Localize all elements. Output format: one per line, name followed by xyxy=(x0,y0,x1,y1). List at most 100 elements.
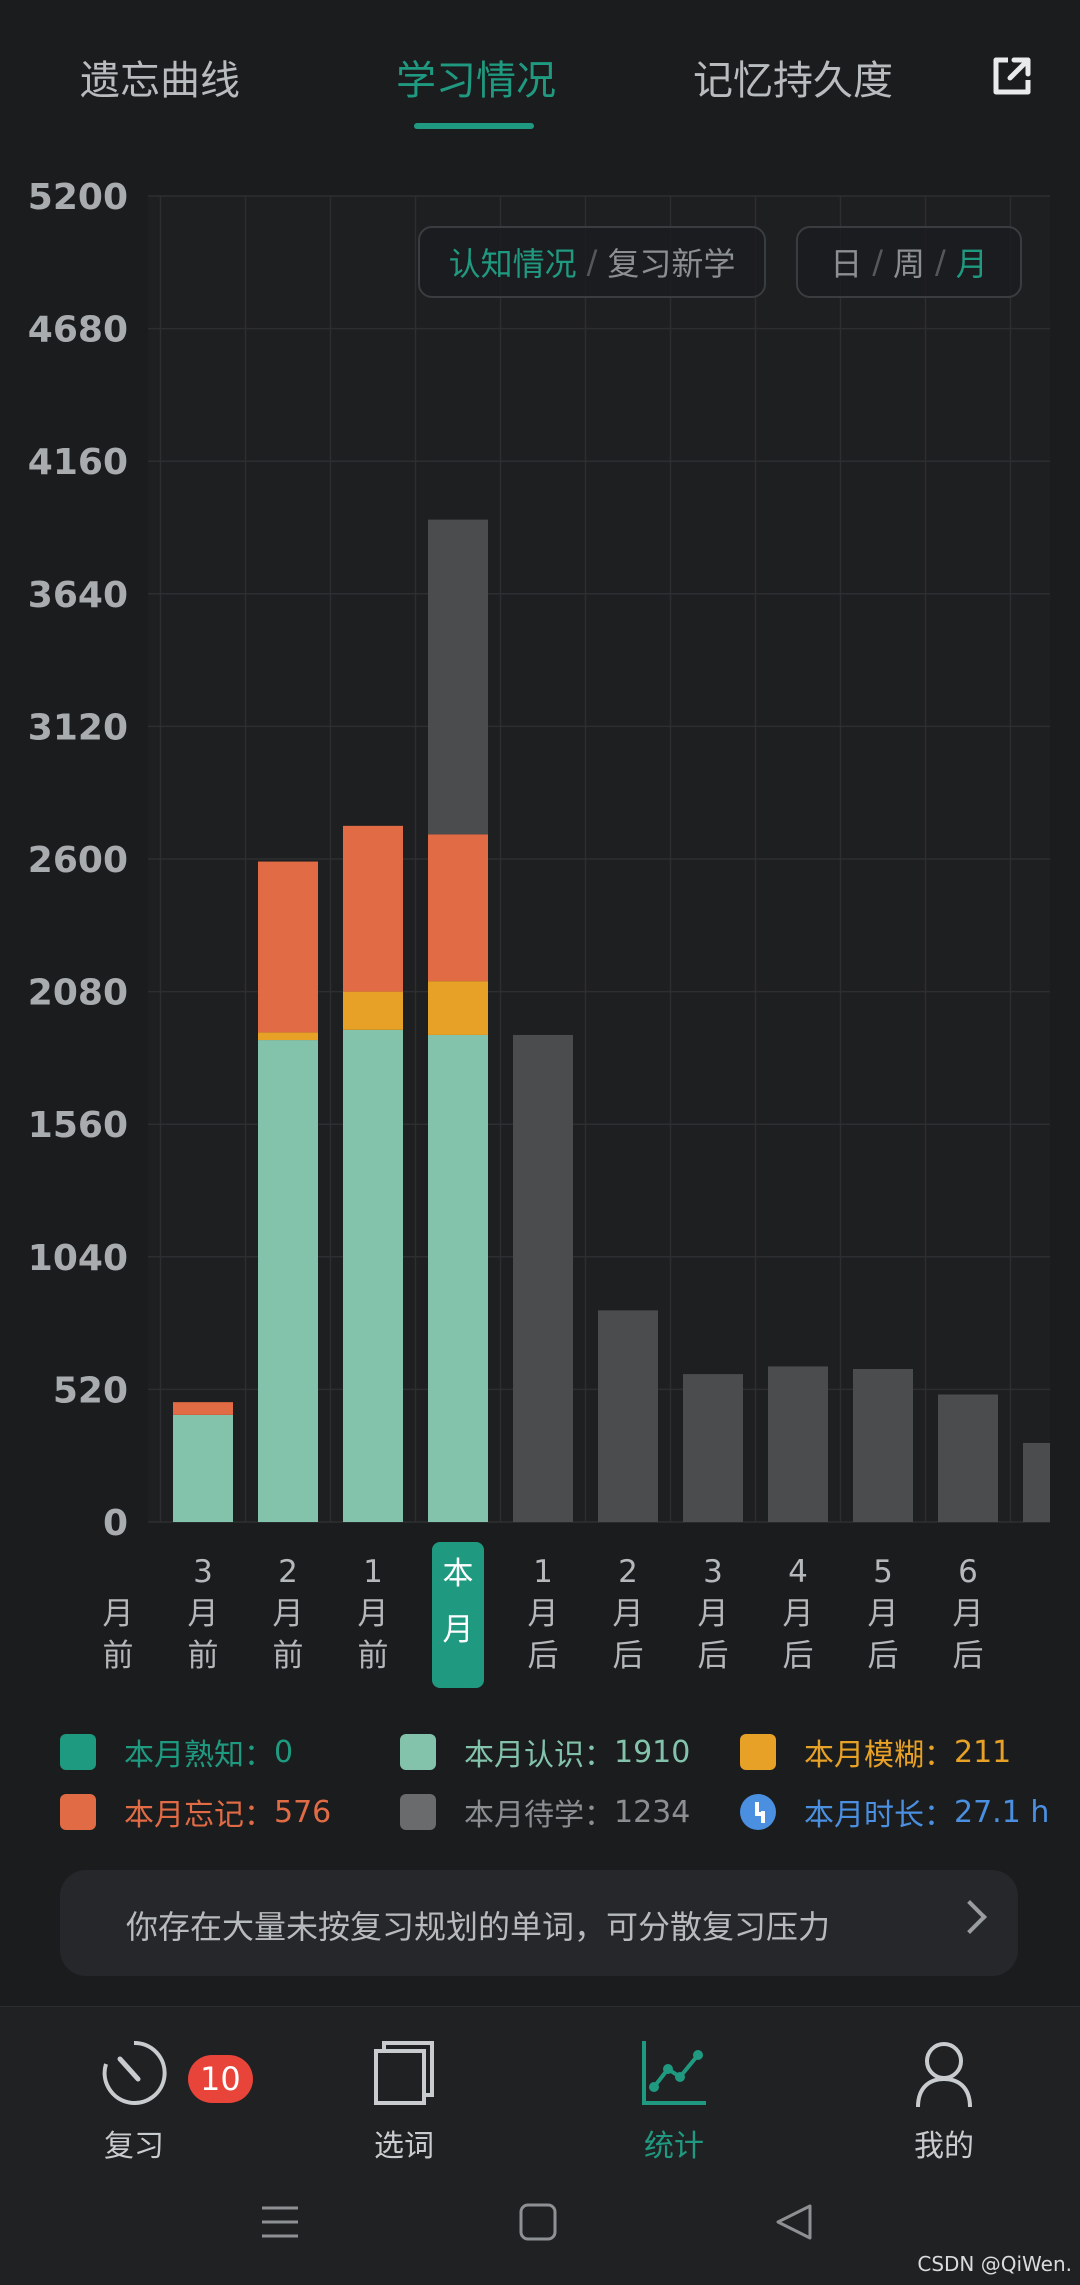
x-tick-label[interactable]: 月 xyxy=(783,1596,814,1632)
x-tick-label[interactable]: 4 xyxy=(788,1554,808,1590)
bar-segment-本月模糊[interactable] xyxy=(258,1032,318,1041)
x-tick-label[interactable]: 6 xyxy=(958,1554,978,1590)
x-tick-label[interactable]: 前 xyxy=(188,1638,219,1674)
bar-segment-本月待学[interactable] xyxy=(1023,1442,1080,1522)
y-tick-label: 4160 xyxy=(28,442,128,483)
bar-segment-本月认识[interactable] xyxy=(258,1040,318,1522)
bar-segment-本月待学[interactable] xyxy=(513,1034,573,1522)
bar-segment-本月待学[interactable] xyxy=(598,1310,658,1522)
period-separator: / xyxy=(872,243,883,281)
x-tick-label[interactable]: 后 xyxy=(783,1638,814,1674)
x-tick-label[interactable]: 月 xyxy=(443,1612,474,1648)
y-tick-label: 0 xyxy=(103,1503,128,1544)
y-tick-label: 1560 xyxy=(28,1105,128,1146)
x-tick-label[interactable]: 月 xyxy=(358,1596,389,1632)
period-toggle[interactable]: 日 / 周 / 月 xyxy=(796,226,1022,298)
x-tick-label[interactable]: 后 xyxy=(613,1638,644,1674)
top-tab-bar: 遗忘曲线 学习情况 记忆持久度 xyxy=(0,0,1080,140)
person-icon xyxy=(916,2042,972,2108)
nav-select-words[interactable]: 选词 xyxy=(304,2037,504,2165)
home-square-icon[interactable] xyxy=(516,2200,560,2244)
x-tick-label[interactable]: 本 xyxy=(443,1556,474,1592)
legend-label: 本月待学： xyxy=(464,1798,614,1833)
x-tick-label[interactable]: 后 xyxy=(698,1638,729,1674)
x-tick-label[interactable]: 3 xyxy=(703,1554,723,1590)
legend-swatch xyxy=(60,1734,96,1770)
legend-label: 本月模糊： xyxy=(804,1738,954,1773)
tab-study-status[interactable]: 学习情况 xyxy=(396,58,556,104)
x-tick-label[interactable]: 月 xyxy=(188,1596,219,1632)
mode-cognition[interactable]: 认知情况 xyxy=(448,245,577,283)
system-nav-bar xyxy=(0,2180,1080,2260)
banner-text: 你存在大量未按复习规划的单词，可分散复习压力 xyxy=(126,1908,831,1946)
bar-segment-本月待学[interactable] xyxy=(428,519,488,835)
bar-segment-本月模糊[interactable] xyxy=(343,991,403,1030)
legend-value: 576 xyxy=(274,1794,332,1830)
period-week[interactable]: 周 xyxy=(892,245,925,283)
mode-toggle[interactable]: 认知情况 / 复习新学 xyxy=(418,226,766,298)
x-tick-label[interactable]: 月 xyxy=(613,1596,644,1632)
x-tick-label[interactable]: 月 xyxy=(273,1596,304,1632)
x-tick-label[interactable]: 月 xyxy=(953,1596,984,1632)
legend-label: 本月时长： xyxy=(804,1798,954,1833)
bar-segment-本月待学[interactable] xyxy=(938,1394,998,1523)
x-tick-label[interactable]: 1 xyxy=(363,1554,383,1590)
legend-value: 27.1 h xyxy=(954,1794,1050,1830)
chart-bars[interactable] xyxy=(88,519,1080,1523)
tab-forgetting-curve[interactable]: 遗忘曲线 xyxy=(80,58,240,104)
nav-profile[interactable]: 我的 xyxy=(844,2037,1044,2165)
bar-segment-本月认识[interactable] xyxy=(428,1034,488,1522)
legend-swatch xyxy=(400,1794,436,1830)
legend-label: 本月认识： xyxy=(464,1738,614,1773)
x-tick-label[interactable]: 前 xyxy=(103,1638,134,1674)
share-external-icon[interactable] xyxy=(990,54,1034,98)
period-separator: / xyxy=(935,243,946,281)
legend-pending: 本月待学： 1234 xyxy=(400,1790,690,1834)
bar-segment-本月模糊[interactable] xyxy=(428,981,488,1035)
x-tick-label[interactable]: 前 xyxy=(358,1638,389,1674)
x-tick-label[interactable]: 后 xyxy=(868,1638,899,1674)
review-pressure-banner[interactable]: 你存在大量未按复习规划的单词，可分散复习压力 xyxy=(60,1870,1018,1976)
menu-icon[interactable] xyxy=(258,2200,302,2244)
x-tick-label[interactable]: 3 xyxy=(193,1554,213,1590)
x-tick-label[interactable]: 1 xyxy=(533,1554,553,1590)
legend-familiar: 本月熟知： 0 xyxy=(60,1730,293,1774)
nav-statistics[interactable]: 统计 xyxy=(574,2037,774,2165)
bar-segment-本月待学[interactable] xyxy=(683,1374,743,1522)
x-axis-ticks[interactable]: 月前 3 月前 2 月前 1 月前 本月 1 月后 2 月后 3 月后 4 月后 5 月后 6 月后 xyxy=(103,1542,984,1688)
x-tick-label[interactable]: 5 xyxy=(873,1554,893,1590)
period-day[interactable]: 日 xyxy=(830,245,863,283)
bar-segment-本月忘记[interactable] xyxy=(258,861,318,1033)
back-triangle-icon[interactable] xyxy=(772,2200,816,2244)
legend-fuzzy: 本月模糊： 211 xyxy=(740,1730,1011,1774)
x-tick-label[interactable]: 后 xyxy=(528,1638,559,1674)
x-tick-label[interactable]: 月 xyxy=(698,1596,729,1632)
bar-segment-本月忘记[interactable] xyxy=(173,1402,233,1415)
y-tick-label: 2080 xyxy=(28,973,128,1014)
watermark: CSDN @QiWen. xyxy=(917,2252,1072,2276)
x-tick-label[interactable]: 月 xyxy=(868,1596,899,1632)
legend-swatch xyxy=(740,1734,776,1770)
bar-segment-本月忘记[interactable] xyxy=(428,834,488,982)
x-tick-label[interactable]: 2 xyxy=(618,1554,638,1590)
y-tick-label: 1040 xyxy=(28,1238,128,1279)
bar-segment-本月忘记[interactable] xyxy=(343,825,403,992)
mode-review-new[interactable]: 复习新学 xyxy=(607,245,736,283)
x-tick-label[interactable]: 后 xyxy=(953,1638,984,1674)
y-tick-label: 4680 xyxy=(28,310,128,351)
x-tick-label[interactable]: 月 xyxy=(103,1596,134,1632)
legend-value: 0 xyxy=(274,1734,294,1770)
period-month[interactable]: 月 xyxy=(955,245,988,283)
review-count-badge: 10 xyxy=(188,2055,253,2103)
x-tick-label[interactable]: 2 xyxy=(278,1554,298,1590)
y-axis-ticks: 0 520 1040 1560 2080 2600 3120 3640 4160 4680 5200 xyxy=(28,177,128,1544)
bar-segment-本月待学[interactable] xyxy=(853,1369,913,1522)
bar-segment-本月待学[interactable] xyxy=(768,1366,828,1522)
legend-swatch xyxy=(400,1734,436,1770)
bar-segment-本月认识[interactable] xyxy=(173,1414,233,1522)
nav-review[interactable]: 复习 10 xyxy=(34,2037,253,2165)
x-tick-label[interactable]: 月 xyxy=(528,1596,559,1632)
tab-memory-persistence[interactable]: 记忆持久度 xyxy=(693,58,893,104)
x-tick-label[interactable]: 前 xyxy=(273,1638,304,1674)
bar-segment-本月认识[interactable] xyxy=(343,1029,403,1522)
